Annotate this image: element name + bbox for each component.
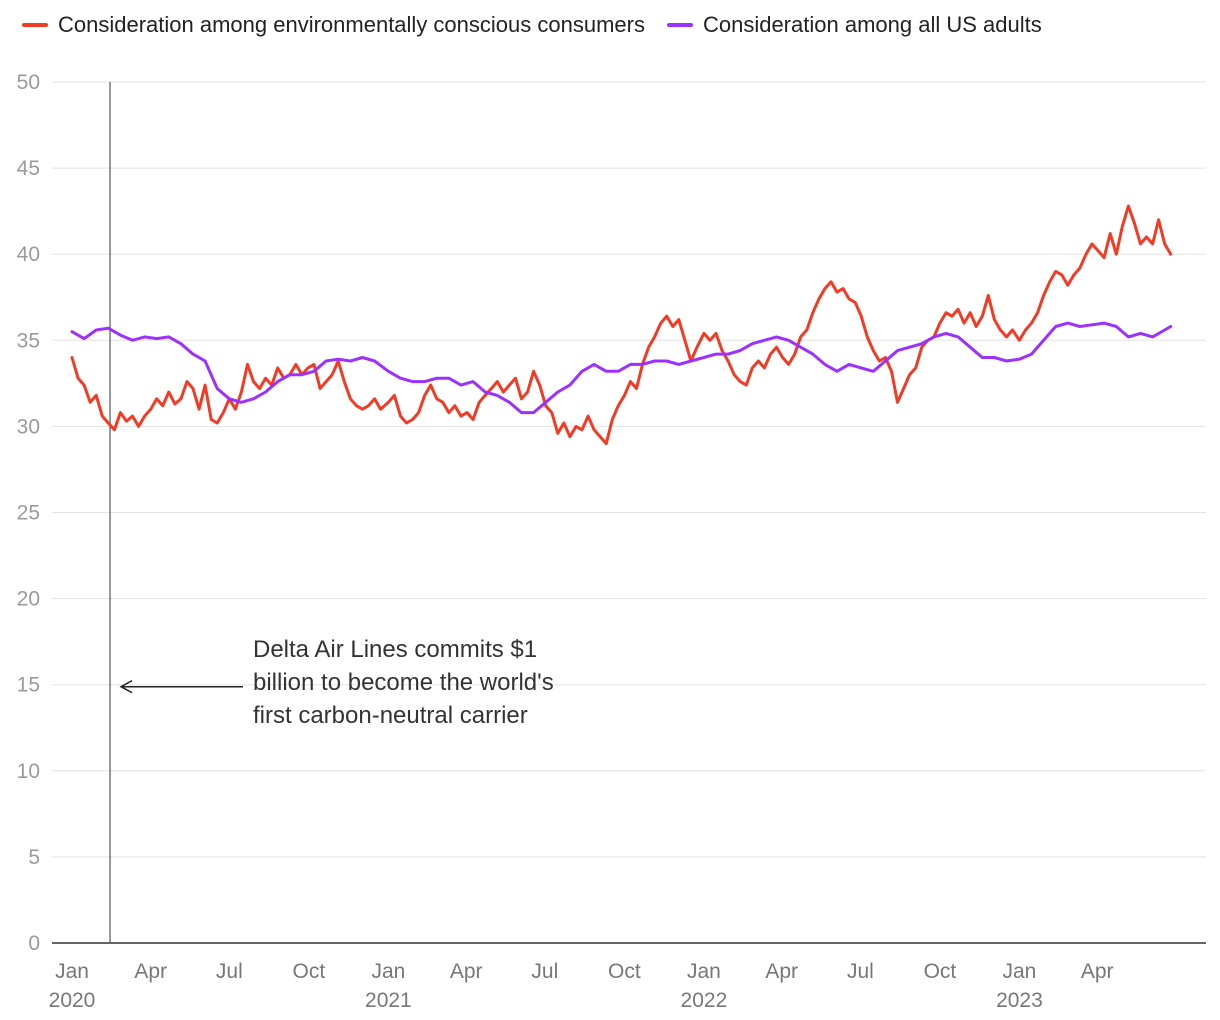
y-tick-label-5: 5 (28, 846, 40, 869)
gridlines (52, 81, 1206, 944)
y-tick-label-20: 20 (17, 588, 40, 611)
x-tick-label-11: Oct (924, 960, 957, 983)
x-tick-year-2021: 2021 (365, 989, 412, 1012)
annotation-line-2: billion to become the world's (253, 669, 554, 696)
y-tick-label-40: 40 (17, 243, 40, 266)
y-tick-label-10: 10 (17, 760, 40, 783)
x-tick-label-12: Jan (1003, 960, 1037, 983)
x-tick-label-4: Jan (371, 960, 405, 983)
x-tick-label-7: Oct (608, 960, 641, 983)
legend-label-environmental: Consideration among environmentally cons… (58, 12, 645, 37)
x-tick-label-1: Apr (134, 960, 167, 983)
x-tick-label-0: Jan (55, 960, 89, 983)
x-axis-ticks: Jan 2020 Apr Jul Oct Jan 2021 Apr Jul Oct Jan 2022 A… (49, 960, 1114, 1012)
x-tick-year-2020: 2020 (49, 989, 96, 1012)
x-tick-label-9: Apr (765, 960, 798, 983)
y-tick-label-15: 15 (17, 674, 40, 697)
x-tick-label-3: Oct (293, 960, 326, 983)
y-tick-label-30: 30 (17, 415, 40, 438)
legend-label-all-adults: Consideration among all US adults (702, 12, 1042, 37)
y-tick-label-50: 50 (17, 71, 40, 94)
x-tick-year-2022: 2022 (681, 989, 728, 1012)
annotation-line-3: first carbon-neutral carrier (253, 702, 528, 729)
annotation-line-1: Delta Air Lines commits $1 (253, 636, 538, 663)
x-tick-label-6: Jul (531, 960, 558, 983)
x-tick-label-2: Jul (216, 960, 243, 983)
y-tick-label-25: 25 (17, 502, 40, 525)
x-tick-label-8: Jan (687, 960, 721, 983)
y-tick-label-0: 0 (28, 932, 40, 955)
y-tick-label-35: 35 (17, 329, 40, 352)
legend-item-all-adults[interactable]: Consideration among all US adults (666, 12, 1042, 38)
x-tick-label-5: Apr (450, 960, 483, 983)
legend-swatch-environmental (22, 23, 48, 27)
annotation-arrow-head (119, 680, 133, 694)
series-line-0 (70, 204, 1173, 446)
annotation-text: Delta Air Lines commits $1 billion to be… (253, 633, 653, 732)
x-tick-label-10: Jul (847, 960, 874, 983)
legend-item-environmental[interactable]: Consideration among environmentally cons… (22, 12, 645, 38)
series-lines (70, 204, 1173, 446)
x-tick-year-2023: 2023 (996, 989, 1043, 1012)
legend-swatch-all-adults (666, 23, 693, 27)
x-tick-label-13: Apr (1081, 960, 1114, 983)
legend: Consideration among environmentally cons… (22, 12, 1064, 38)
y-tick-label-45: 45 (17, 157, 40, 180)
series-line-1 (70, 321, 1173, 415)
annotation-arrow (119, 680, 243, 694)
y-axis-ticks: 0 5 10 15 20 25 30 35 40 45 50 (17, 71, 40, 955)
